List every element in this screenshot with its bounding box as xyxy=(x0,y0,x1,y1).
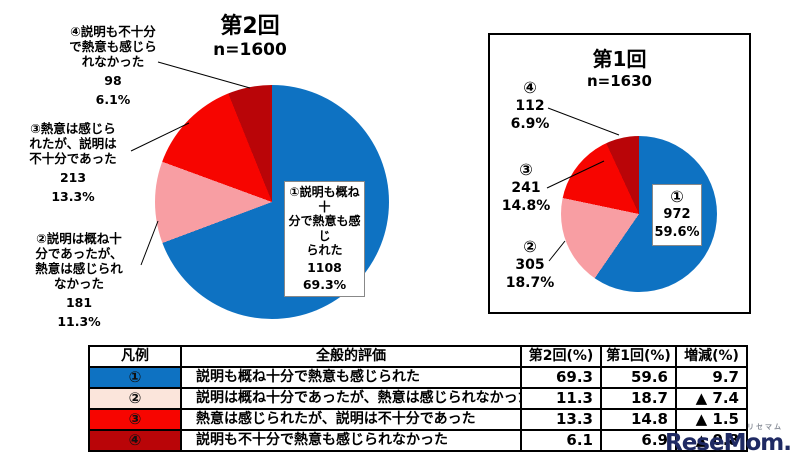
round1-callout-option3: ③ 241 14.8% xyxy=(496,161,556,215)
diff-value: ▲ 1.5 xyxy=(675,408,748,431)
round2-callout-option3: ③熱意は感じら れたが、説明は 不十分であった 213 13.3% xyxy=(3,121,143,204)
table-row: ③ 熱意は感じられたが、説明は不十分であった 13.3 14.8 ▲ 1.5 xyxy=(88,408,748,431)
evaluation-label: 説明は概ね十分であったが、熱意は感じられなかった xyxy=(180,387,522,410)
callout-label: ③熱意は感じら れたが、説明は 不十分であった xyxy=(29,121,117,166)
round1-sample-size: n=1630 xyxy=(587,72,652,90)
callout-count: 98 xyxy=(104,73,122,88)
col-header-round2: 第2回(%) xyxy=(520,345,602,368)
callout-marker: ② xyxy=(523,237,537,256)
round1-value: 6.9 xyxy=(600,429,677,452)
callout-percent: 6.1% xyxy=(95,92,131,107)
round1-option1-data-label: ① 972 59.6% xyxy=(652,184,702,246)
watermark-logo-text: ReseMom. xyxy=(665,430,792,456)
table-row: ② 説明は概ね十分であったが、熱意は感じられなかった 11.3 18.7 ▲ 7… xyxy=(88,387,748,410)
round2-value: 11.3 xyxy=(520,387,602,410)
label-count: 972 xyxy=(663,207,691,222)
label-text: ①説明も概ね十 分で熱意も感じ られた xyxy=(288,185,361,257)
diff-value: 9.7 xyxy=(675,366,748,389)
round2-value: 69.3 xyxy=(520,366,602,389)
round2-value: 6.1 xyxy=(520,429,602,452)
callout-count: 213 xyxy=(59,170,87,185)
legend-swatch-option3: ③ xyxy=(88,408,182,431)
callout-percent: 18.7% xyxy=(505,275,555,291)
round1-chart-box: 第1回 n=1630 ④ 112 6.9% ③ 241 14.8% ② 305 … xyxy=(488,33,751,314)
round2-title: 第2回 xyxy=(220,14,280,39)
legend-swatch-option1: ① xyxy=(88,366,182,389)
table-row: ① 説明も概ね十分で熱意も感じられた 69.3 59.6 9.7 xyxy=(88,366,748,389)
label-percent: 69.3% xyxy=(302,277,347,292)
col-header-evaluation: 全般的評価 xyxy=(180,345,522,368)
diff-value: ▲ 7.4 xyxy=(675,387,748,410)
callout-label: ④説明も不十分 で熱意も感じら れなかった xyxy=(69,24,157,69)
round1-value: 14.8 xyxy=(600,408,677,431)
callout-marker: ④ xyxy=(523,78,537,97)
label-percent: 59.6% xyxy=(654,225,700,240)
callout-count: 112 xyxy=(515,98,545,114)
callout-percent: 13.3% xyxy=(51,189,95,204)
callout-count: 181 xyxy=(65,295,93,310)
legend-swatch-option4: ④ xyxy=(88,429,182,452)
callout-percent: 14.8% xyxy=(501,198,551,214)
callout-count: 305 xyxy=(515,257,545,273)
callout-percent: 6.9% xyxy=(510,116,550,132)
table-header-row: 凡例 全般的評価 第2回(%) 第1回(%) 増減(%) xyxy=(88,345,748,368)
evaluation-label: 説明も概ね十分で熱意も感じられた xyxy=(180,366,522,389)
resemom-watermark: リセマム ReseMom. xyxy=(665,423,792,456)
col-header-legend: 凡例 xyxy=(88,345,182,368)
evaluation-label: 熱意は感じられたが、説明は不十分であった xyxy=(180,408,522,431)
diff-value: ▲ 0.8 xyxy=(675,429,748,452)
callout-label: ②説明は概ね十 分であったが、 熱意は感じられ なかった xyxy=(35,231,123,291)
round1-value: 18.7 xyxy=(600,387,677,410)
table-row: ④ 説明も不十分で熱意も感じられなかった 6.1 6.9 ▲ 0.8 xyxy=(88,429,748,452)
col-header-diff: 増減(%) xyxy=(675,345,748,368)
round2-option1-data-label: ①説明も概ね十 分で熱意も感じ られた 1108 69.3% xyxy=(284,181,365,297)
label-marker: ① xyxy=(670,187,684,206)
watermark-ruby: リセマム xyxy=(747,423,783,431)
callout-percent: 11.3% xyxy=(57,314,101,329)
summary-table: 凡例 全般的評価 第2回(%) 第1回(%) 増減(%) ① 説明も概ね十分で熱… xyxy=(88,345,748,452)
round2-sample-size: n=1600 xyxy=(213,40,287,60)
col-header-round1: 第1回(%) xyxy=(600,345,677,368)
legend-swatch-option2: ② xyxy=(88,387,182,410)
round2-callout-option2: ②説明は概ね十 分であったが、 熱意は感じられ なかった 181 11.3% xyxy=(5,231,153,329)
round1-callout-option2: ② 305 18.7% xyxy=(500,238,560,292)
label-count: 1108 xyxy=(307,259,342,275)
round1-value: 59.6 xyxy=(600,366,677,389)
evaluation-label: 説明も不十分で熱意も感じられなかった xyxy=(180,429,522,452)
round2-value: 13.3 xyxy=(520,408,602,431)
round1-title: 第1回 xyxy=(592,47,647,71)
round2-callout-option4: ④説明も不十分 で熱意も感じら れなかった 98 6.1% xyxy=(38,24,188,107)
callout-count: 241 xyxy=(511,180,541,196)
callout-marker: ③ xyxy=(519,160,533,179)
round1-callout-option4: ④ 112 6.9% xyxy=(500,79,560,133)
